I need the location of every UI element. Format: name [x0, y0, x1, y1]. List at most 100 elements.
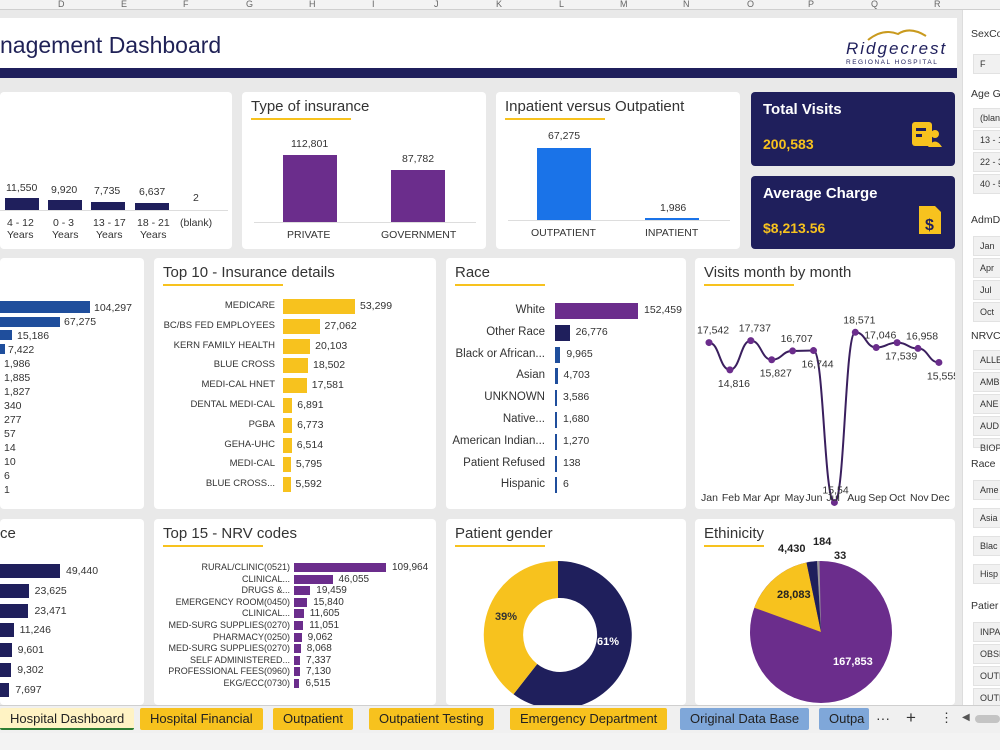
total-visits-card: Total Visits 200,583	[751, 92, 955, 166]
panel-title: Ethinicity	[704, 525, 765, 542]
category-label: UNKNOWN	[484, 391, 545, 404]
bar-value: 9,302	[17, 664, 44, 676]
insurance-bar	[283, 437, 292, 453]
col-header[interactable]: G	[246, 0, 254, 9]
slicer-item[interactable]: Jan	[973, 236, 1000, 256]
col-header[interactable]: H	[309, 0, 316, 9]
slicer-item[interactable]: OUTF	[973, 666, 1000, 686]
col-header[interactable]: M	[620, 0, 628, 9]
slicer-item[interactable]: 22 - 3	[973, 152, 1000, 172]
category-label: MEDI-CAL	[229, 458, 275, 470]
tab-original-data-base[interactable]: Original Data Base	[680, 708, 810, 730]
category-label: BLUE CROSS	[213, 359, 275, 371]
title-accent	[163, 545, 263, 547]
insurance-bar	[283, 358, 308, 374]
slicer-item[interactable]: Hisp	[973, 564, 1000, 584]
visits-point	[872, 344, 880, 352]
slicer-item[interactable]: ALLE	[973, 350, 1000, 370]
horizontal-scrollbar[interactable]	[975, 715, 1000, 723]
bar-value: 1,270	[563, 434, 590, 447]
bar-value: 17,581	[311, 379, 344, 392]
nrv-bar	[294, 655, 301, 665]
tab-outpatient-data[interactable]: Outpa	[819, 708, 869, 730]
slicer-title-nrv: NRVC	[971, 330, 1000, 342]
inpatient-bar	[645, 218, 699, 220]
options-icon[interactable]: ⋮	[940, 710, 953, 725]
insurance-type-panel: Type of insurance 112,801 87,782 PRIVATE…	[242, 92, 486, 249]
left-mid-panel: 104,297 67,275 15,186 7,422 1,986 1,885 …	[0, 258, 144, 509]
col-header[interactable]: N	[683, 0, 690, 9]
col-header[interactable]: E	[121, 0, 128, 9]
col-header[interactable]: P	[808, 0, 815, 9]
visits-point	[726, 366, 734, 374]
slicer-item[interactable]: Apr	[973, 258, 1000, 278]
slicer-item[interactable]: Ame	[973, 480, 1000, 500]
race-panel: Race White 152,459 Other Race 26,776 Black o…	[446, 258, 686, 509]
slicer-item[interactable]: OBSE	[973, 644, 1000, 664]
title-accent	[505, 118, 605, 120]
slicer-item[interactable]: 13 - 1	[973, 130, 1000, 150]
tab-outpatient-testing[interactable]: Outpatient Testing	[369, 708, 494, 730]
month-tick-label: Dec	[931, 492, 950, 504]
slicer-item[interactable]: 40 - 5	[973, 174, 1000, 194]
category-label: PGBA	[248, 418, 275, 430]
slicer-item[interactable]: F	[973, 54, 1000, 74]
col-header[interactable]: L	[559, 0, 565, 9]
slicer-item[interactable]: Oct	[973, 302, 1000, 322]
add-sheet-icon[interactable]: +	[906, 708, 916, 727]
svg-text:$: $	[925, 217, 934, 234]
slicer-item[interactable]: AMB	[973, 372, 1000, 392]
bar-value: 9,062	[307, 631, 333, 643]
category-label: Hispanic	[500, 478, 545, 491]
bar	[0, 301, 90, 313]
slice-label: 167,853	[833, 656, 873, 668]
age-bar	[48, 200, 82, 210]
title-accent	[251, 118, 351, 120]
age-bar	[5, 198, 39, 210]
slicer-title-sex: SexCo	[971, 28, 1000, 40]
col-header[interactable]: R	[934, 0, 941, 9]
category-label: MED-SURG SUPPLIES(0270)	[168, 643, 290, 654]
col-header[interactable]: D	[58, 0, 65, 9]
col-header[interactable]: K	[496, 0, 503, 9]
col-header[interactable]: Q	[871, 0, 879, 9]
bar-value: 7,130	[305, 666, 331, 678]
category-label: Native...	[502, 413, 545, 425]
age-value: 7,735	[94, 185, 121, 197]
more-tabs-icon[interactable]: ···	[876, 710, 890, 726]
tab-hospital-financial[interactable]: Hospital Financial	[140, 708, 263, 730]
slicer-item[interactable]: Asia	[973, 508, 1000, 528]
col-header[interactable]: I	[372, 0, 375, 9]
col-header[interactable]: J	[434, 0, 439, 9]
race-bar	[555, 412, 557, 428]
bar-value: 14	[4, 442, 16, 454]
col-header[interactable]: O	[747, 0, 755, 9]
col-header[interactable]: F	[183, 0, 189, 9]
bar-value: 340	[4, 400, 22, 412]
axis-line	[508, 220, 730, 221]
scroll-left-icon[interactable]: ◀	[962, 712, 970, 723]
slicer-item[interactable]: ANE	[973, 394, 1000, 414]
category-label: MEDI-CAL HNET	[201, 379, 275, 391]
slicer-item[interactable]: INPA	[973, 622, 1000, 642]
tab-hospital-dashboard[interactable]: Hospital Dashboard	[0, 708, 135, 730]
slicer-item[interactable]: Blac	[973, 536, 1000, 556]
category-label: SELF ADMINISTERED...	[189, 654, 290, 665]
slicer-item[interactable]: (blan	[973, 108, 1000, 128]
tab-emergency-department[interactable]: Emergency Department	[510, 708, 668, 730]
bar-value: 3,586	[563, 391, 590, 404]
slicer-item[interactable]: Jul	[973, 280, 1000, 300]
bar-value: 6,773	[297, 418, 324, 431]
visits-point	[747, 337, 755, 345]
age-label: (blank)	[180, 217, 213, 229]
axis-line	[254, 222, 476, 223]
age-value: 9,920	[51, 184, 78, 196]
slicer-item[interactable]: BIOP	[973, 438, 1000, 453]
bar-value: 7,697	[15, 683, 42, 696]
insurance-bar	[283, 477, 291, 493]
slicer-item[interactable]: OUTF	[973, 688, 1000, 705]
bar-value: 10	[4, 456, 16, 468]
visits-value-label: 15,555	[927, 370, 955, 382]
tab-outpatient[interactable]: Outpatient	[273, 708, 353, 730]
slicer-item[interactable]: AUD	[973, 416, 1000, 436]
